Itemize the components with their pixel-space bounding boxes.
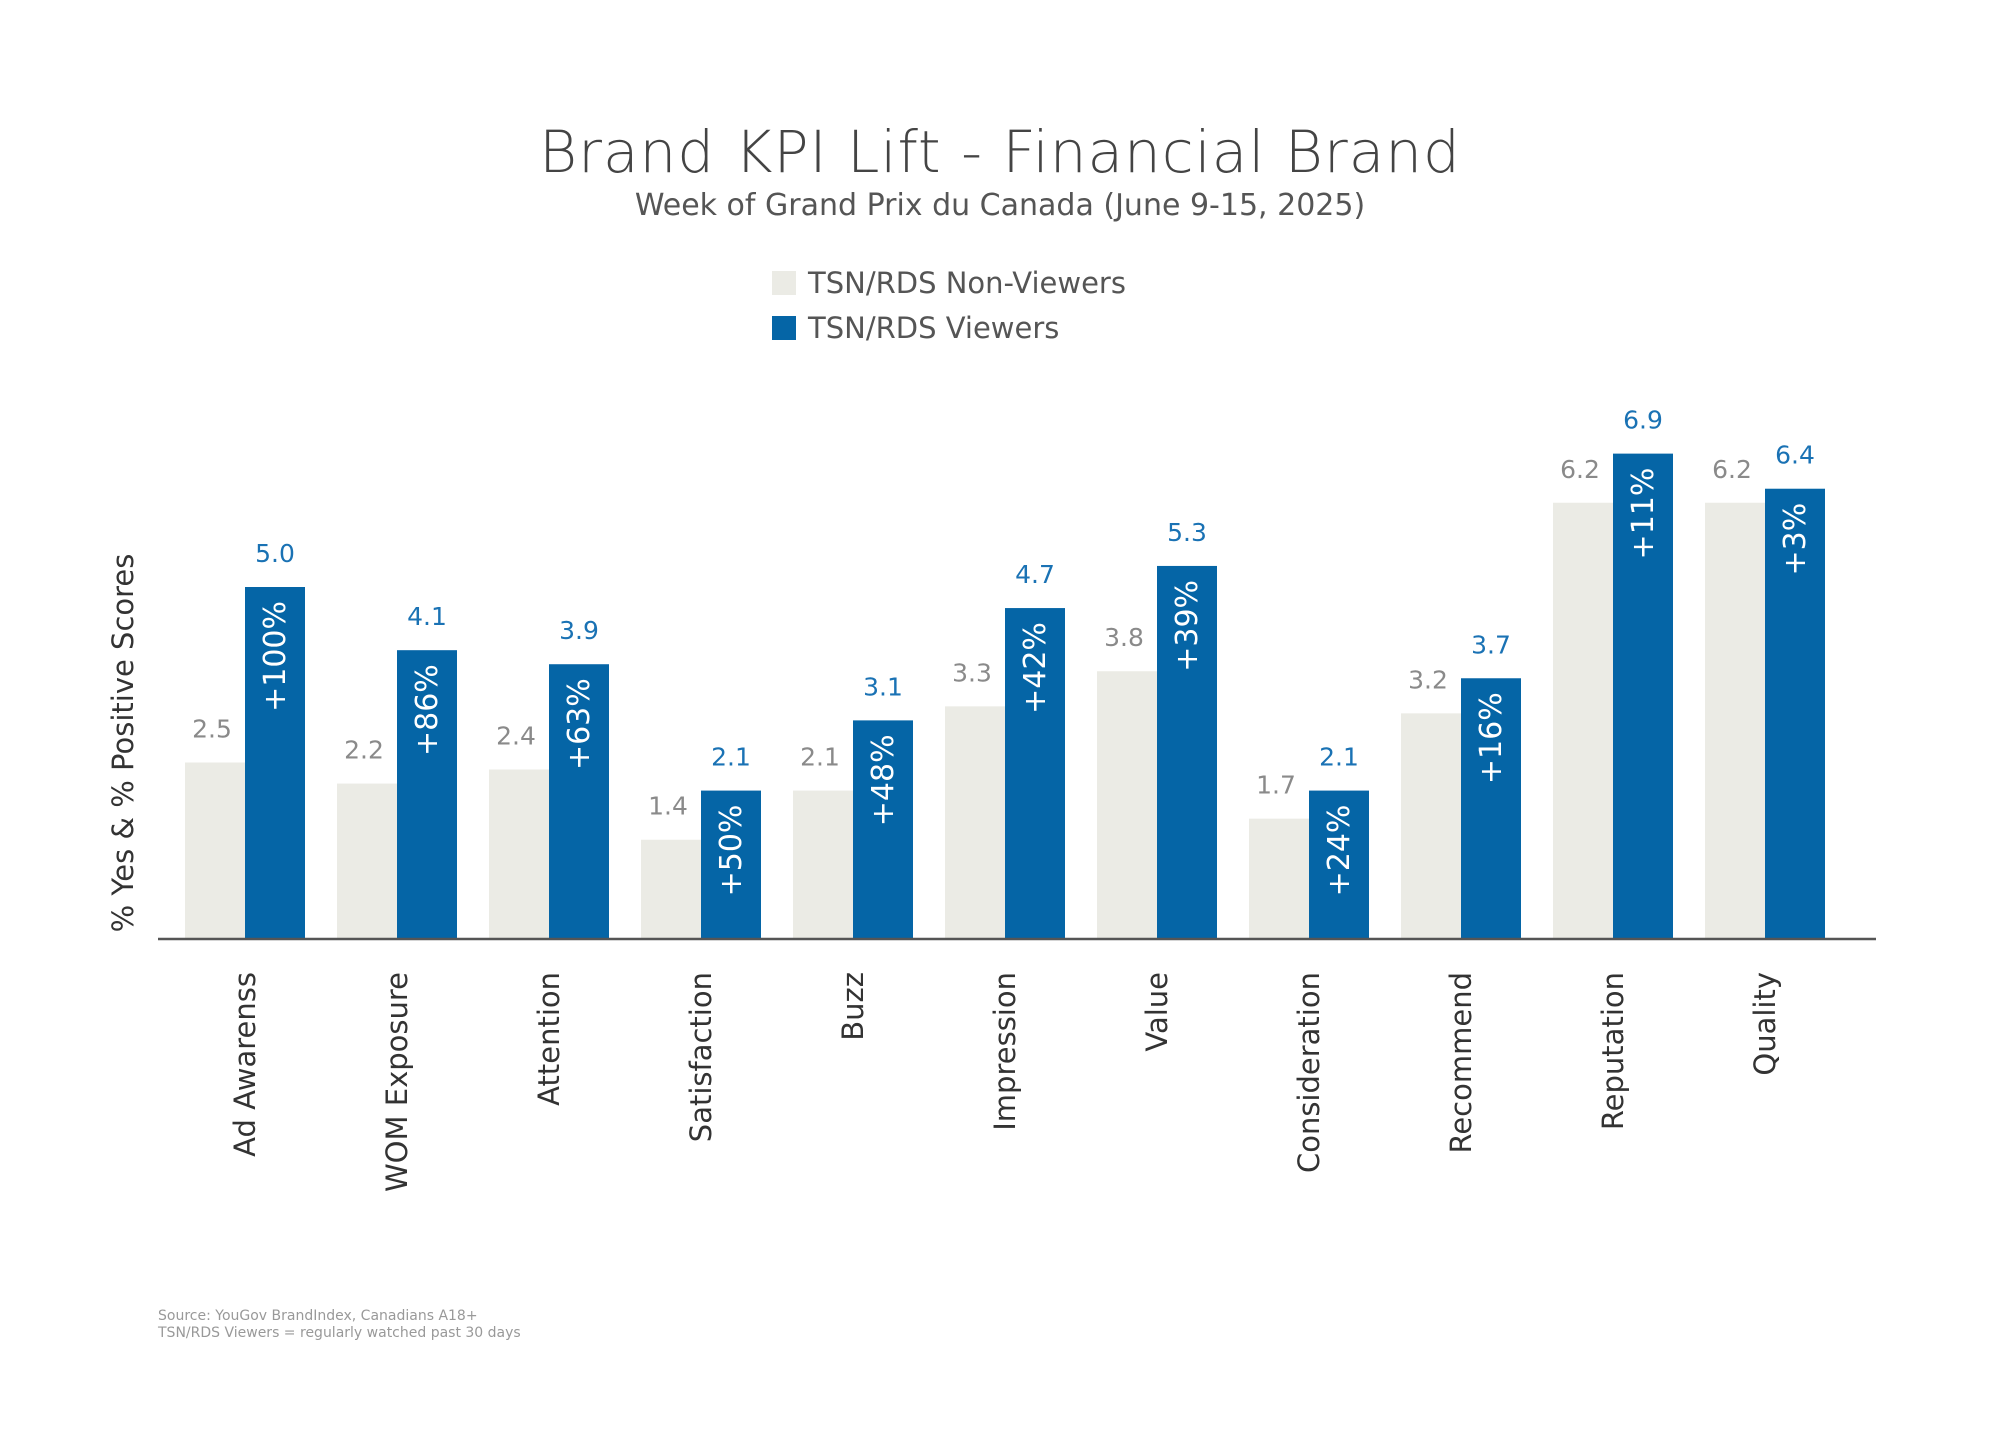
bar-non-viewers: [793, 790, 853, 938]
bar-viewers: [1157, 565, 1217, 938]
data-label-viewers: 3.9: [559, 616, 599, 645]
bar-non-viewers: [1553, 502, 1613, 938]
data-label-viewers: 2.1: [711, 743, 751, 772]
data-label-non-viewers: 2.4: [496, 722, 536, 751]
data-label-non-viewers: 1.4: [648, 792, 688, 821]
bar-non-viewers: [1097, 671, 1157, 938]
category-label: Satisfaction: [684, 972, 718, 1142]
category-label: Impression: [988, 972, 1022, 1131]
category-label: Consideration: [1292, 972, 1326, 1173]
bar-non-viewers: [945, 706, 1005, 938]
legend-swatch-viewers: [772, 315, 796, 340]
legend-item-viewers: TSN/RDS Viewers: [772, 305, 1126, 350]
data-label-non-viewers: 1.7: [1256, 771, 1296, 800]
bar-viewers: [1309, 790, 1369, 938]
data-label-viewers: 2.1: [1319, 743, 1359, 772]
chart-title: Brand KPI Lift - Financial Brand: [539, 118, 1461, 186]
legend-label-viewers: TSN/RDS Viewers: [808, 310, 1060, 345]
data-label-viewers: 6.4: [1775, 441, 1815, 470]
category-label: Value: [1140, 972, 1174, 1052]
category-label: Reputation: [1596, 972, 1630, 1130]
bar-viewers: [853, 720, 913, 938]
bar-non-viewers: [185, 762, 245, 938]
data-label-non-viewers: 3.2: [1408, 665, 1448, 694]
viewer-definition: TSN/RDS Viewers = regularly watched past…: [158, 1325, 521, 1341]
bar-non-viewers: [337, 783, 397, 938]
source-note: Source: YouGov BrandIndex, Canadians A18…: [158, 1308, 521, 1342]
bar-viewers: [1765, 488, 1825, 938]
chart-subtitle: Week of Grand Prix du Canada (June 9-15,…: [634, 188, 1366, 223]
bar-non-viewers: [1249, 818, 1309, 938]
bar-viewers: [701, 790, 761, 938]
bar-non-viewers: [489, 769, 549, 938]
bar-viewers: [1613, 453, 1673, 938]
legend-swatch-non-viewers: [772, 270, 796, 295]
lift-label: +24%: [1322, 805, 1357, 897]
bar-viewers: [549, 664, 609, 938]
data-label-non-viewers: 2.1: [800, 743, 840, 772]
bar-non-viewers: [1705, 502, 1765, 938]
lift-label: +42%: [1018, 622, 1053, 714]
data-label-viewers: 6.9: [1623, 406, 1663, 435]
lift-label: +48%: [866, 734, 901, 826]
bar-viewers: [1461, 678, 1521, 938]
category-label: Attention: [532, 972, 566, 1106]
data-label-viewers: 4.1: [407, 602, 447, 631]
category-label: Recommend: [1444, 972, 1478, 1154]
lift-label: +39%: [1170, 580, 1205, 672]
legend-label-non-viewers: TSN/RDS Non-Viewers: [808, 265, 1126, 300]
data-label-viewers: 5.3: [1167, 518, 1207, 547]
data-label-viewers: 5.0: [255, 539, 295, 568]
category-label: WOM Exposure: [380, 972, 414, 1192]
data-label-non-viewers: 6.2: [1560, 455, 1600, 484]
data-label-non-viewers: 6.2: [1712, 455, 1752, 484]
data-label-viewers: 3.7: [1471, 630, 1511, 659]
lift-label: +11%: [1626, 468, 1661, 560]
bar-non-viewers: [1401, 713, 1461, 938]
bar-viewers: [245, 587, 305, 938]
category-label: Quality: [1748, 972, 1782, 1076]
lift-label: +100%: [258, 601, 293, 712]
bar-viewers: [1005, 608, 1065, 938]
lift-label: +63%: [562, 678, 597, 770]
data-label-non-viewers: 3.8: [1104, 623, 1144, 652]
lift-label: +16%: [1474, 692, 1509, 784]
bar-non-viewers: [641, 839, 701, 938]
data-label-viewers: 3.1: [863, 672, 903, 701]
data-label-non-viewers: 2.5: [192, 715, 232, 744]
bar-viewers: [397, 650, 457, 938]
lift-label: +50%: [714, 805, 749, 897]
category-label: Ad Awarenss: [228, 972, 262, 1157]
legend-item-non-viewers: TSN/RDS Non-Viewers: [772, 260, 1126, 305]
data-label-viewers: 4.7: [1015, 560, 1055, 589]
lift-label: +3%: [1778, 503, 1813, 576]
source-text: Source: YouGov BrandIndex, Canadians A18…: [158, 1308, 478, 1324]
legend: TSN/RDS Non-Viewers TSN/RDS Viewers: [772, 260, 1126, 350]
lift-label: +86%: [410, 664, 445, 756]
category-label: Buzz: [836, 972, 870, 1041]
data-label-non-viewers: 2.2: [344, 736, 384, 765]
data-label-non-viewers: 3.3: [952, 658, 992, 687]
